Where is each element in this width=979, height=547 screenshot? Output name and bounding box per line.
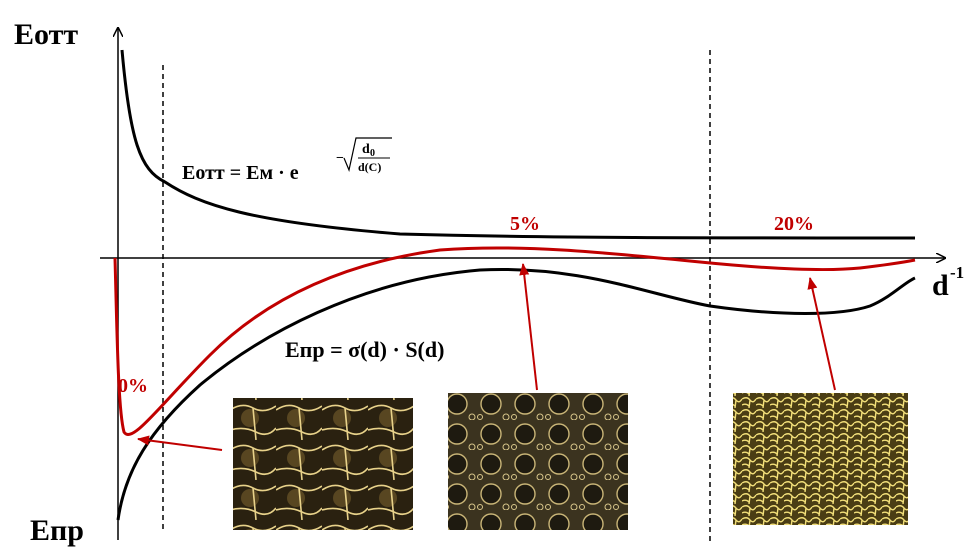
x-label-sup: -1 (950, 263, 964, 282)
arrow (810, 278, 835, 390)
formula-bottom: Епр = σ(d) · S(d) (285, 337, 444, 362)
percent-label: 5% (510, 213, 540, 235)
y-bottom-label: Епр (30, 514, 84, 547)
formula-denominator: d(C) (358, 160, 381, 174)
formula-numerator-sub: 0 (370, 148, 375, 159)
percent-label: 0% (118, 375, 148, 397)
arrow (138, 439, 222, 450)
formula-exp-sign: − (336, 151, 344, 166)
x-label: d (932, 269, 949, 302)
percent-label: 20% (774, 213, 814, 235)
formula-lhs: Еотт = Ем · e (182, 162, 299, 184)
micrograph (448, 393, 628, 530)
formula-numerator: d (362, 142, 370, 157)
arrow (523, 264, 537, 390)
y-top-label: Еотт (14, 18, 78, 51)
micrograph (233, 398, 413, 530)
attraction-curve (122, 50, 915, 238)
micrograph (733, 393, 908, 525)
diagram: Еотт Епр d -1 Еотт = Ем · e − d 0 d(C) Е… (0, 0, 979, 547)
